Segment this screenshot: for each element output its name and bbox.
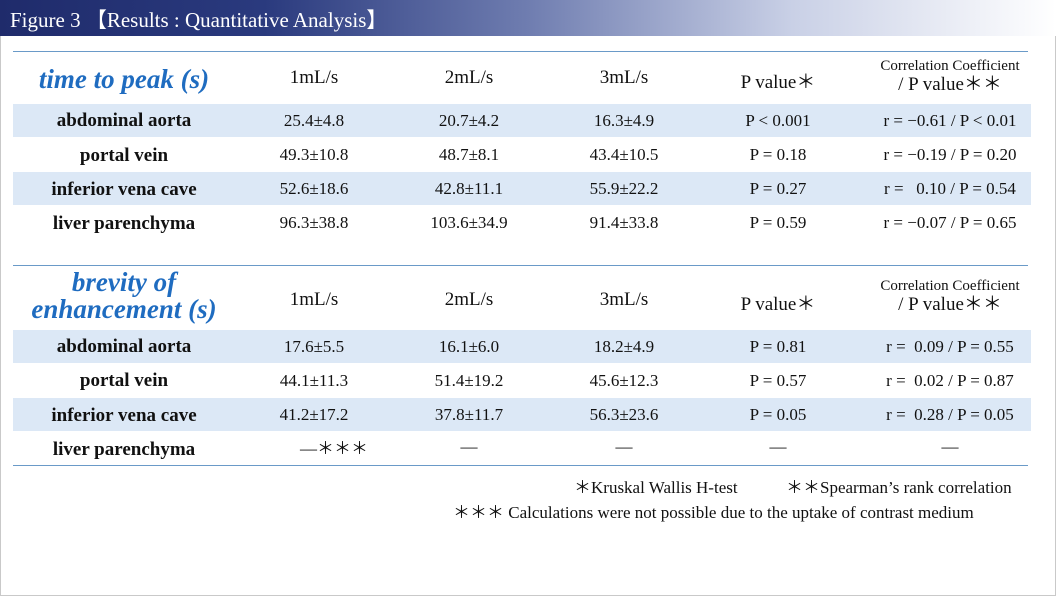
- table-row-label: abdominal aorta: [56, 110, 192, 131]
- table-row-label: liver parenchyma: [52, 213, 196, 234]
- table-cell: 91.4±33.8: [589, 213, 659, 232]
- table-cell: 43.4±10.5: [589, 145, 659, 164]
- footnote-calculation-note: ＊＊＊ Calculations were not possible due t…: [453, 503, 974, 522]
- table-cell: 52.6±18.6: [279, 179, 349, 198]
- table-cell: 16.1±6.0: [438, 337, 500, 356]
- table-row-label: portal vein: [79, 145, 169, 166]
- table-cell: 41.2±17.2: [279, 405, 349, 424]
- table-cell: —: [941, 437, 959, 456]
- table1-col-pvalue: P value＊: [740, 72, 816, 93]
- table2-title: brevity of enhancement (s): [31, 267, 217, 324]
- table2-bottom-rule: [13, 465, 1028, 466]
- table-cell: P = 0.81: [749, 337, 807, 356]
- table-cell: r = −0.61 / P < 0.01: [883, 111, 1017, 130]
- table-cell: r = 0.02 / P = 0.87: [886, 371, 1014, 390]
- table1-row-band: [13, 104, 1031, 137]
- table-cell: 37.8±11.7: [434, 405, 504, 424]
- table-cell: —: [769, 437, 787, 456]
- table1-col-correlation: Correlation Coefficient / P value＊＊: [880, 58, 1020, 95]
- table-cell: 56.3±23.6: [589, 405, 659, 424]
- footnote-spearman: ＊＊Spearman’s rank correlation: [786, 478, 1012, 497]
- table-row-label: liver parenchyma: [52, 439, 196, 460]
- table-cell: 48.7±8.1: [438, 145, 500, 164]
- table-cell: P = 0.27: [749, 179, 807, 198]
- table-cell: 16.3±4.9: [593, 111, 655, 130]
- table2-col-2mls: 2mL/s: [444, 289, 494, 310]
- table-row-label: inferior vena cave: [51, 405, 197, 426]
- footnote-kruskal: ＊Kruskal Wallis H-test: [574, 478, 738, 497]
- table-cell: —＊＊＊: [300, 439, 368, 458]
- table-cell: r = −0.19 / P = 0.20: [883, 145, 1017, 164]
- figure-title: Figure 3 【Results : Quantitative Analysi…: [10, 8, 388, 32]
- table-cell: 42.8±11.1: [434, 179, 504, 198]
- table-cell: r = 0.10 / P = 0.54: [884, 179, 1016, 198]
- table-cell: 103.6±34.9: [430, 213, 508, 232]
- table-cell: 45.6±12.3: [589, 371, 659, 390]
- table-cell: 25.4±4.8: [283, 111, 345, 130]
- table-cell: 49.3±10.8: [279, 145, 349, 164]
- table-cell: P = 0.18: [749, 145, 807, 164]
- table2-col-3mls: 3mL/s: [599, 289, 649, 310]
- table-cell: 51.4±19.2: [434, 371, 504, 390]
- table2-row-band: [13, 398, 1031, 431]
- table2-row-band: [13, 330, 1031, 363]
- table1-col-3mls: 3mL/s: [599, 67, 649, 88]
- table-cell: 17.6±5.5: [283, 337, 345, 356]
- table2-top-rule: [13, 265, 1028, 266]
- table1-title: time to peak (s): [38, 64, 210, 94]
- table1-col-1mls: 1mL/s: [289, 67, 339, 88]
- table-cell: P < 0.001: [745, 111, 811, 130]
- table1-row-band: [13, 172, 1031, 205]
- table-cell: r = 0.09 / P = 0.55: [886, 337, 1014, 356]
- table-cell: r = 0.28 / P = 0.05: [886, 405, 1014, 424]
- table-cell: 96.3±38.8: [279, 213, 349, 232]
- table-cell: P = 0.57: [749, 371, 807, 390]
- table-row-label: portal vein: [79, 370, 169, 391]
- figure-header-bar: Figure 3 【Results : Quantitative Analysi…: [0, 0, 1056, 36]
- table2-col-1mls: 1mL/s: [289, 289, 339, 310]
- table-cell: r = −0.07 / P = 0.65: [883, 213, 1017, 232]
- table1-top-rule: [13, 51, 1028, 52]
- table-cell: 44.1±11.3: [279, 371, 349, 390]
- table-cell: 18.2±4.9: [593, 337, 655, 356]
- table-row-label: abdominal aorta: [56, 336, 192, 357]
- table-cell: —: [460, 437, 478, 456]
- table2-col-correlation: Correlation Coefficient / P value＊＊: [880, 278, 1020, 315]
- table2-col-pvalue: P value＊: [740, 294, 816, 315]
- table-cell: 20.7±4.2: [438, 111, 500, 130]
- table-row-label: inferior vena cave: [51, 179, 197, 200]
- table1-col-2mls: 2mL/s: [444, 67, 494, 88]
- table-cell: —: [615, 437, 633, 456]
- table-cell: 55.9±22.2: [589, 179, 659, 198]
- table-cell: P = 0.05: [749, 405, 807, 424]
- table-cell: P = 0.59: [749, 213, 807, 232]
